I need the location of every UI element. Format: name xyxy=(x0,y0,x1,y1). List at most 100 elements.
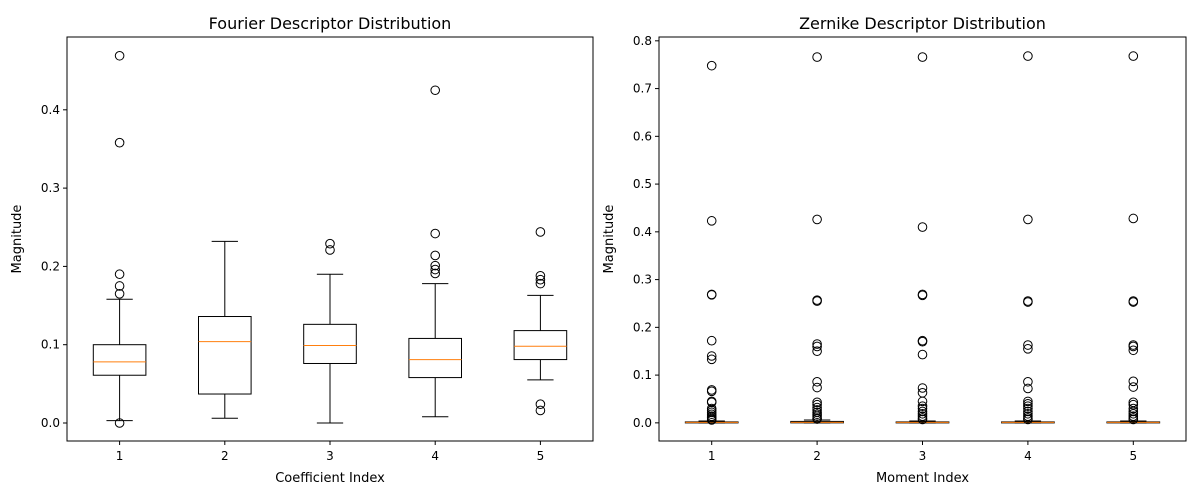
flier-point xyxy=(812,414,822,424)
flier-point xyxy=(535,405,546,416)
chart-title: Fourier Descriptor Distribution xyxy=(209,14,452,33)
flier-point xyxy=(114,269,125,280)
flier-point xyxy=(917,408,928,419)
box xyxy=(303,323,357,364)
flier-point xyxy=(917,349,928,360)
flier-point xyxy=(114,289,125,299)
x-tick-label: 1 xyxy=(708,449,716,463)
flier-point xyxy=(535,399,546,410)
box-plot-5 xyxy=(1106,51,1161,425)
flier-point xyxy=(114,418,125,428)
x-tick-label: 3 xyxy=(919,449,927,463)
y-tick-label: 0.2 xyxy=(633,320,652,334)
flier-point xyxy=(917,383,928,393)
y-tick-label: 0.6 xyxy=(633,129,652,143)
flier-point xyxy=(1128,297,1139,307)
flier-point xyxy=(1023,401,1033,411)
y-tick-label: 0.1 xyxy=(41,338,60,352)
flier-point xyxy=(430,85,441,96)
box-plot-1 xyxy=(684,60,739,425)
flier-point xyxy=(430,260,441,271)
flier-point xyxy=(917,414,928,425)
flier-point xyxy=(812,296,822,306)
flier-point xyxy=(1023,214,1033,225)
flier-point xyxy=(1128,341,1139,352)
flier-point xyxy=(1128,51,1139,61)
box xyxy=(198,316,252,395)
flier-point xyxy=(917,401,928,411)
y-tick-label: 0.4 xyxy=(633,225,652,239)
y-tick-label: 0.0 xyxy=(41,416,60,430)
x-tick-label: 4 xyxy=(1024,449,1032,463)
flier-point xyxy=(535,274,546,285)
flier-point xyxy=(917,403,928,414)
flier-point xyxy=(114,137,125,148)
flier-point xyxy=(1128,403,1139,414)
flier-point xyxy=(325,238,335,249)
flier-point xyxy=(812,52,822,62)
flier-point xyxy=(1023,376,1033,387)
flier-point xyxy=(1023,340,1033,350)
box-plot-1 xyxy=(92,50,147,428)
flier-point xyxy=(535,278,546,289)
flier-point xyxy=(812,346,822,357)
flier-point xyxy=(812,399,822,410)
flier-point xyxy=(535,270,546,281)
flier-point xyxy=(1023,396,1033,407)
flier-point xyxy=(1023,414,1033,425)
flier-point xyxy=(1128,414,1139,425)
flier-point xyxy=(917,222,928,232)
box-plot-4 xyxy=(1001,51,1055,425)
flier-point xyxy=(114,281,125,291)
x-tick-label: 4 xyxy=(431,449,439,463)
flier-point xyxy=(1023,383,1033,394)
box xyxy=(92,344,147,376)
x-axis-label: Coefficient Index xyxy=(275,471,385,486)
chart-panel-1: Fourier Descriptor Distribution 0.0 0.1 0.2… xyxy=(10,14,594,486)
flier-point xyxy=(114,50,125,61)
flier-point xyxy=(1128,376,1139,387)
x-tick-label: 3 xyxy=(326,449,334,463)
flier-point xyxy=(812,341,822,352)
flier-point xyxy=(812,339,822,349)
x-tick-label: 2 xyxy=(221,449,229,463)
flier-point xyxy=(706,351,717,361)
box xyxy=(408,337,462,379)
flier-point xyxy=(1023,398,1033,409)
flier-point xyxy=(1023,51,1033,61)
box-plot-3 xyxy=(303,238,357,424)
flier-point xyxy=(706,60,717,71)
flier-point xyxy=(706,290,717,300)
box-plot-3 xyxy=(895,52,950,425)
y-tick-label: 0.4 xyxy=(41,103,60,117)
flier-point xyxy=(535,227,546,237)
y-tick-label: 0.8 xyxy=(633,34,652,48)
flier-point xyxy=(917,52,928,62)
flier-point xyxy=(706,415,717,425)
chart-panel-2: Zernike Descriptor Distribution 0.0 0.1 0.2… xyxy=(602,14,1187,486)
flier-point xyxy=(430,250,441,261)
y-tick-label: 0.2 xyxy=(41,259,60,273)
flier-point xyxy=(430,268,441,279)
flier-point xyxy=(430,228,441,239)
y-tick-label: 0.3 xyxy=(633,273,652,287)
y-tick-label: 0.3 xyxy=(41,181,60,195)
flier-point xyxy=(1023,408,1033,419)
chart-title: Zernike Descriptor Distribution xyxy=(799,14,1046,33)
x-tick-label: 1 xyxy=(116,449,124,463)
flier-point xyxy=(706,335,717,346)
flier-point xyxy=(706,386,717,397)
flier-point xyxy=(430,264,441,275)
flier-point xyxy=(812,214,822,225)
flier-point xyxy=(1128,345,1139,356)
axes-frame xyxy=(66,36,594,442)
flier-point xyxy=(812,382,822,393)
x-tick-label: 2 xyxy=(813,449,821,463)
flier-point xyxy=(706,216,717,226)
y-tick-label: 0.7 xyxy=(633,82,652,96)
box-plot-2 xyxy=(790,52,844,424)
flier-point xyxy=(1128,408,1139,419)
flier-point xyxy=(1128,213,1139,224)
y-tick-label: 0.1 xyxy=(633,368,652,382)
